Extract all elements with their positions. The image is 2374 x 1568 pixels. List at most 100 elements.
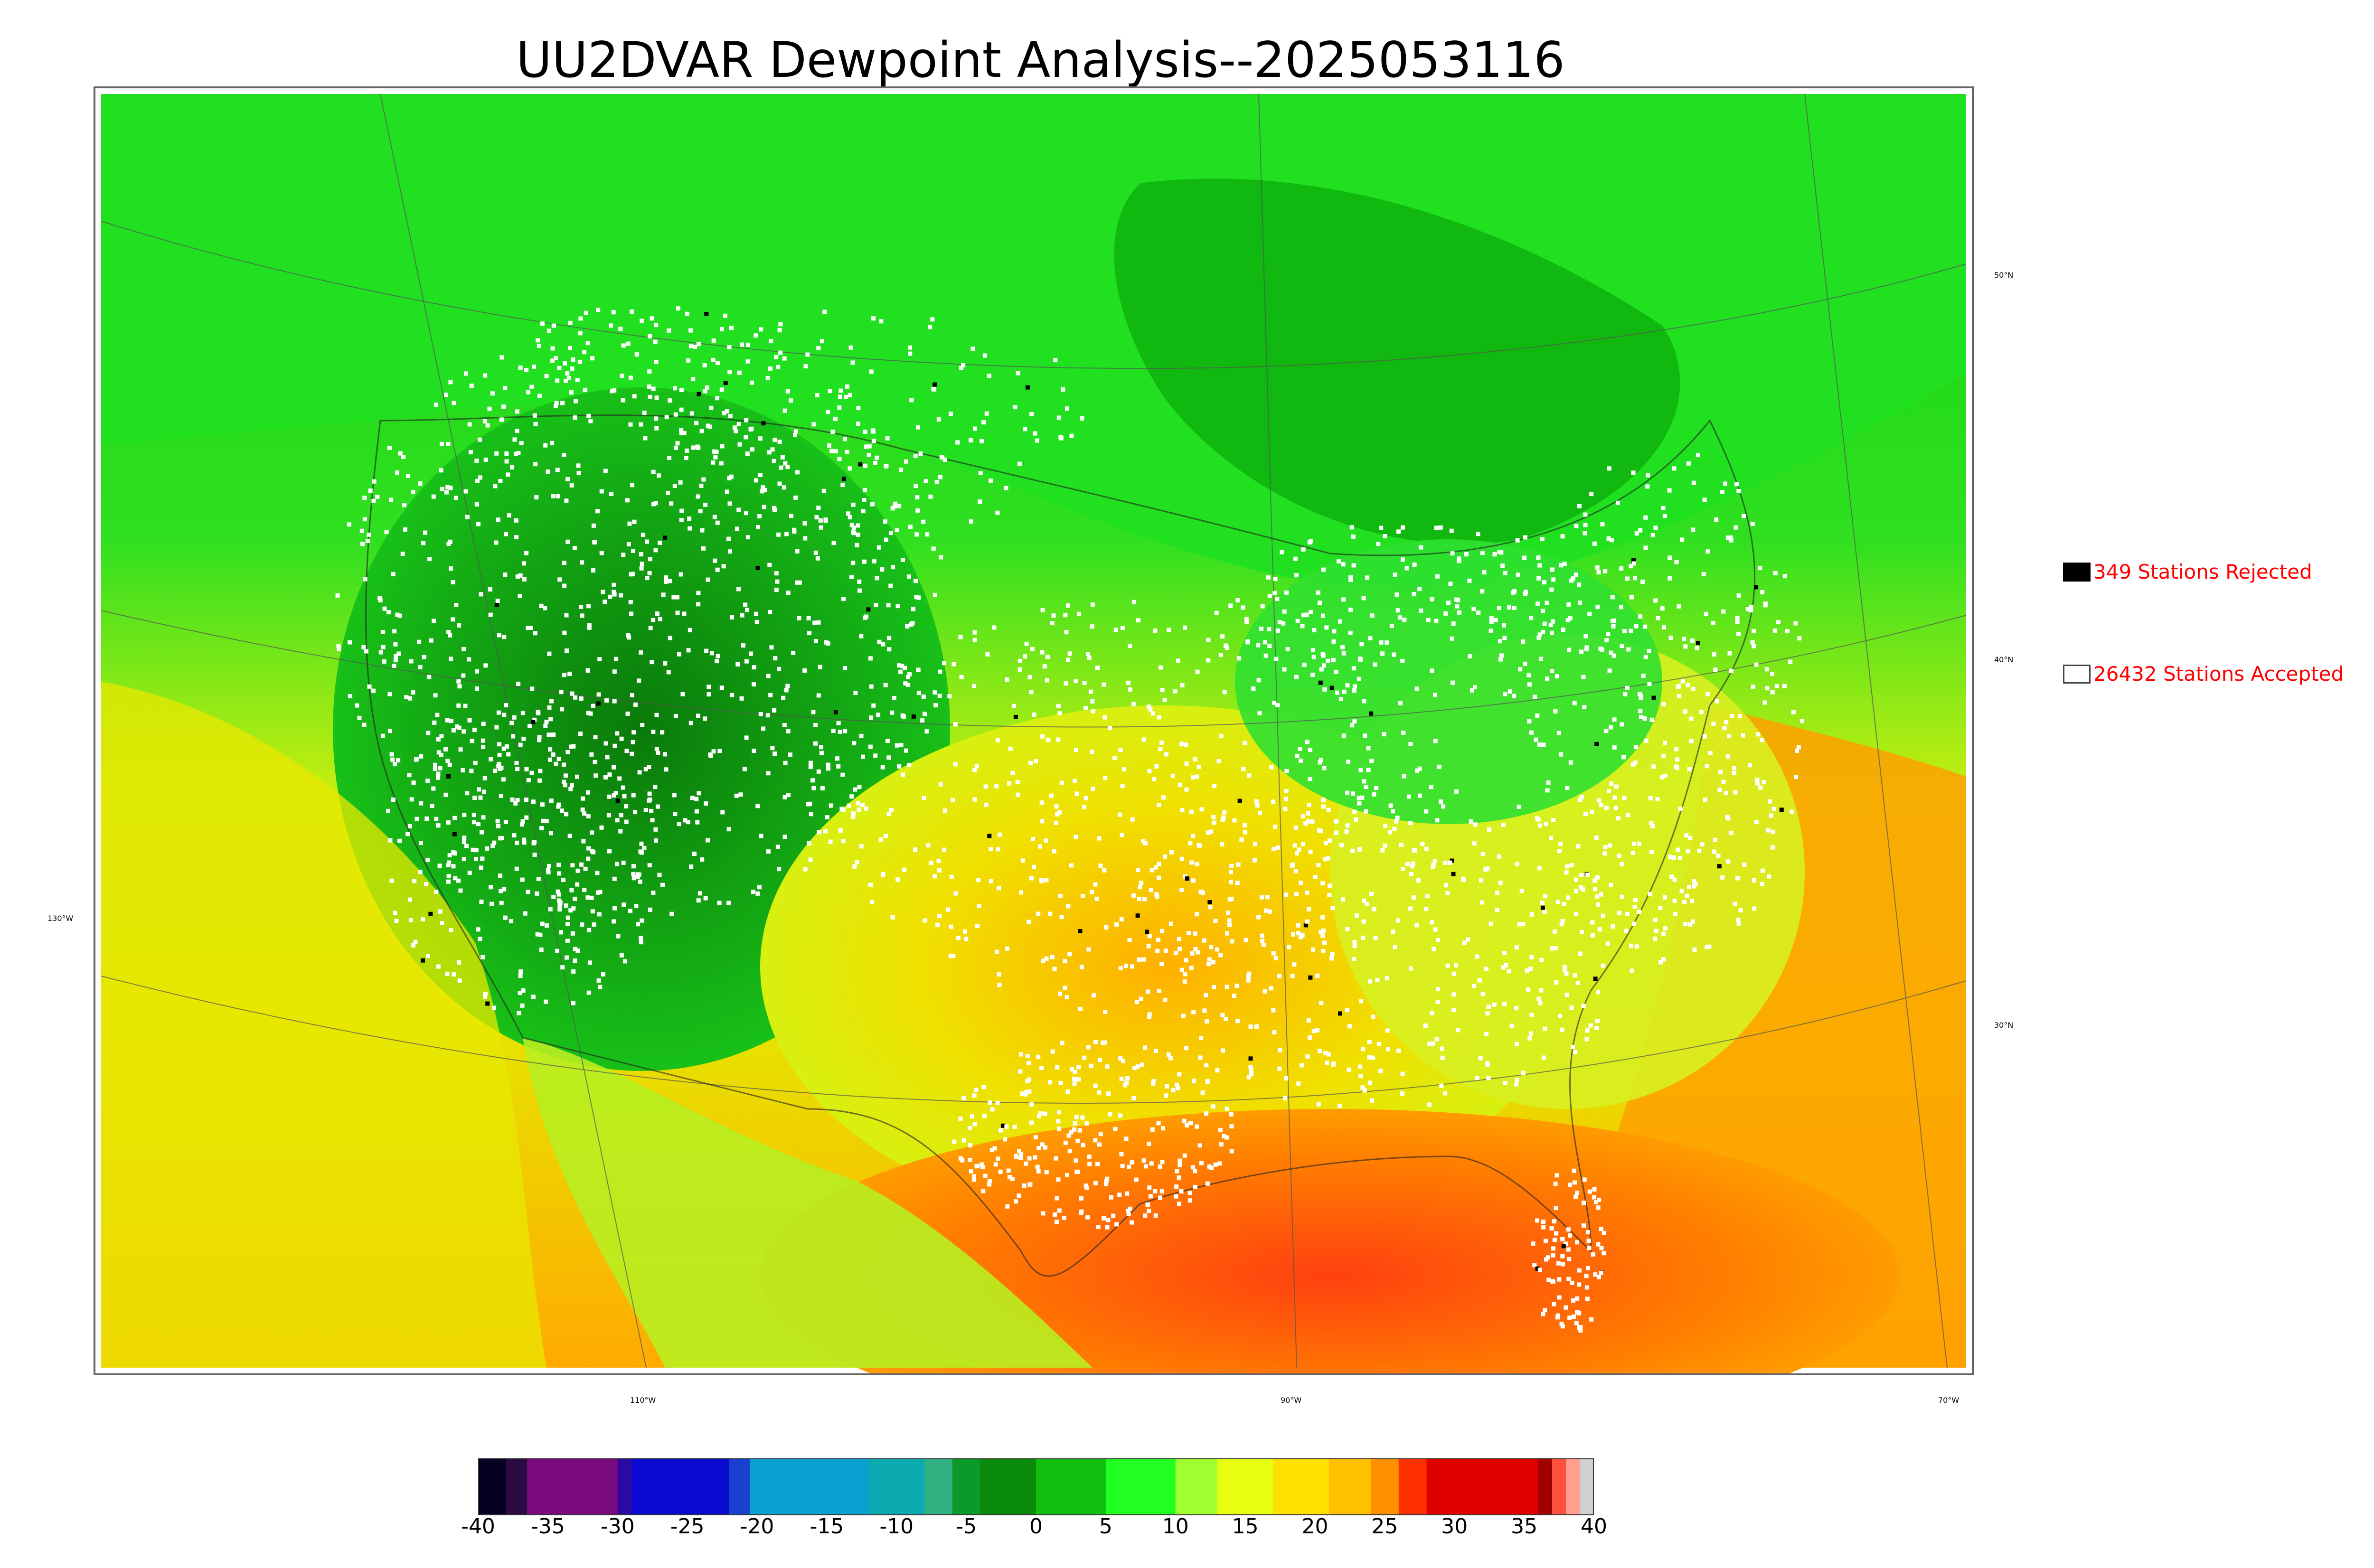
station-marker bbox=[956, 936, 961, 940]
station-marker bbox=[630, 693, 634, 697]
station-marker bbox=[1095, 1162, 1100, 1166]
station-marker bbox=[877, 639, 882, 644]
station-marker bbox=[692, 851, 697, 856]
station-marker bbox=[948, 954, 953, 958]
station-marker bbox=[1416, 878, 1421, 883]
station-marker bbox=[887, 647, 892, 652]
station-marker bbox=[860, 754, 865, 759]
station-marker bbox=[495, 819, 500, 824]
station-marker bbox=[1008, 1175, 1012, 1180]
station-marker bbox=[1573, 572, 1578, 577]
station-marker bbox=[1120, 784, 1125, 789]
station-marker bbox=[1599, 1246, 1604, 1250]
station-marker bbox=[1357, 796, 1361, 800]
station-marker bbox=[481, 815, 486, 820]
station-marker bbox=[1653, 598, 1658, 603]
station-marker bbox=[1621, 755, 1626, 760]
station-marker bbox=[1023, 1092, 1028, 1097]
station-marker bbox=[1495, 908, 1499, 912]
station-marker bbox=[1084, 1121, 1089, 1126]
station-marker bbox=[1214, 610, 1219, 615]
station-marker bbox=[785, 465, 790, 469]
station-marker bbox=[1224, 643, 1228, 648]
station-marker bbox=[510, 797, 515, 802]
station-marker bbox=[631, 793, 636, 798]
station-marker bbox=[1334, 669, 1338, 674]
station-marker bbox=[1451, 1007, 1456, 1012]
colorbar-tick-label: -20 bbox=[740, 1514, 774, 1539]
station-marker bbox=[915, 425, 920, 430]
station-marker bbox=[588, 711, 593, 716]
station-marker bbox=[625, 498, 630, 503]
station-marker bbox=[949, 874, 954, 879]
station-marker bbox=[639, 850, 644, 855]
station-marker bbox=[1646, 473, 1650, 478]
station-marker bbox=[1648, 892, 1652, 896]
station-marker bbox=[520, 1003, 525, 1008]
station-marker bbox=[546, 864, 551, 868]
station-marker bbox=[1696, 453, 1700, 458]
station-marker bbox=[694, 421, 699, 425]
station-marker bbox=[1175, 1169, 1179, 1174]
station-marker bbox=[1600, 522, 1605, 527]
colorbar-band bbox=[750, 1458, 869, 1515]
station-marker bbox=[1063, 959, 1067, 964]
station-marker bbox=[1212, 985, 1216, 990]
station-marker bbox=[1549, 1226, 1554, 1231]
station-marker bbox=[1067, 1149, 1072, 1154]
station-marker bbox=[1257, 811, 1262, 816]
station-marker bbox=[808, 765, 813, 770]
station-marker bbox=[347, 640, 352, 645]
station-marker bbox=[933, 592, 938, 597]
station-marker bbox=[664, 575, 669, 580]
station-marker bbox=[1606, 632, 1611, 637]
station-marker bbox=[626, 341, 631, 346]
station-marker bbox=[537, 778, 542, 783]
station-marker bbox=[1304, 612, 1309, 617]
station-marker bbox=[1678, 806, 1683, 811]
station-marker bbox=[1235, 598, 1240, 602]
station-marker bbox=[1619, 605, 1624, 610]
station-marker bbox=[833, 449, 838, 454]
station-marker bbox=[1466, 937, 1470, 942]
station-marker bbox=[1543, 1026, 1547, 1031]
station-marker bbox=[1400, 658, 1405, 663]
station-marker bbox=[984, 411, 989, 416]
station-marker bbox=[1067, 651, 1072, 656]
station-marker bbox=[468, 450, 473, 455]
station-marker bbox=[936, 858, 941, 863]
station-marker bbox=[1625, 813, 1630, 817]
station-marker bbox=[436, 737, 441, 742]
station-marker bbox=[1541, 742, 1546, 747]
station-marker bbox=[1440, 1046, 1444, 1051]
station-marker bbox=[1405, 862, 1410, 866]
station-marker bbox=[749, 651, 754, 656]
station-marker bbox=[1597, 1197, 1602, 1202]
station-marker bbox=[478, 475, 482, 480]
station-marker bbox=[1431, 862, 1436, 867]
station-marker bbox=[1630, 762, 1635, 767]
station-marker bbox=[639, 650, 643, 655]
station-marker bbox=[411, 489, 415, 494]
station-marker bbox=[471, 813, 476, 817]
station-marker bbox=[1550, 619, 1555, 624]
station-marker bbox=[819, 745, 823, 750]
station-marker bbox=[595, 890, 600, 895]
station-marker bbox=[982, 1114, 987, 1118]
station-marker bbox=[727, 345, 732, 349]
station-marker bbox=[969, 519, 973, 524]
station-marker bbox=[1702, 498, 1707, 502]
station-marker bbox=[1651, 695, 1656, 700]
station-marker bbox=[1599, 1227, 1603, 1231]
station-marker bbox=[1410, 864, 1415, 869]
station-marker bbox=[1379, 640, 1384, 645]
station-marker bbox=[760, 489, 764, 494]
lon-label-70w: 70°W bbox=[1938, 1396, 1959, 1405]
station-marker bbox=[1642, 716, 1647, 721]
station-marker bbox=[673, 412, 678, 417]
station-marker bbox=[826, 410, 830, 414]
station-marker bbox=[902, 867, 907, 872]
station-marker bbox=[738, 792, 743, 797]
station-marker bbox=[936, 417, 941, 422]
station-marker bbox=[605, 755, 610, 760]
